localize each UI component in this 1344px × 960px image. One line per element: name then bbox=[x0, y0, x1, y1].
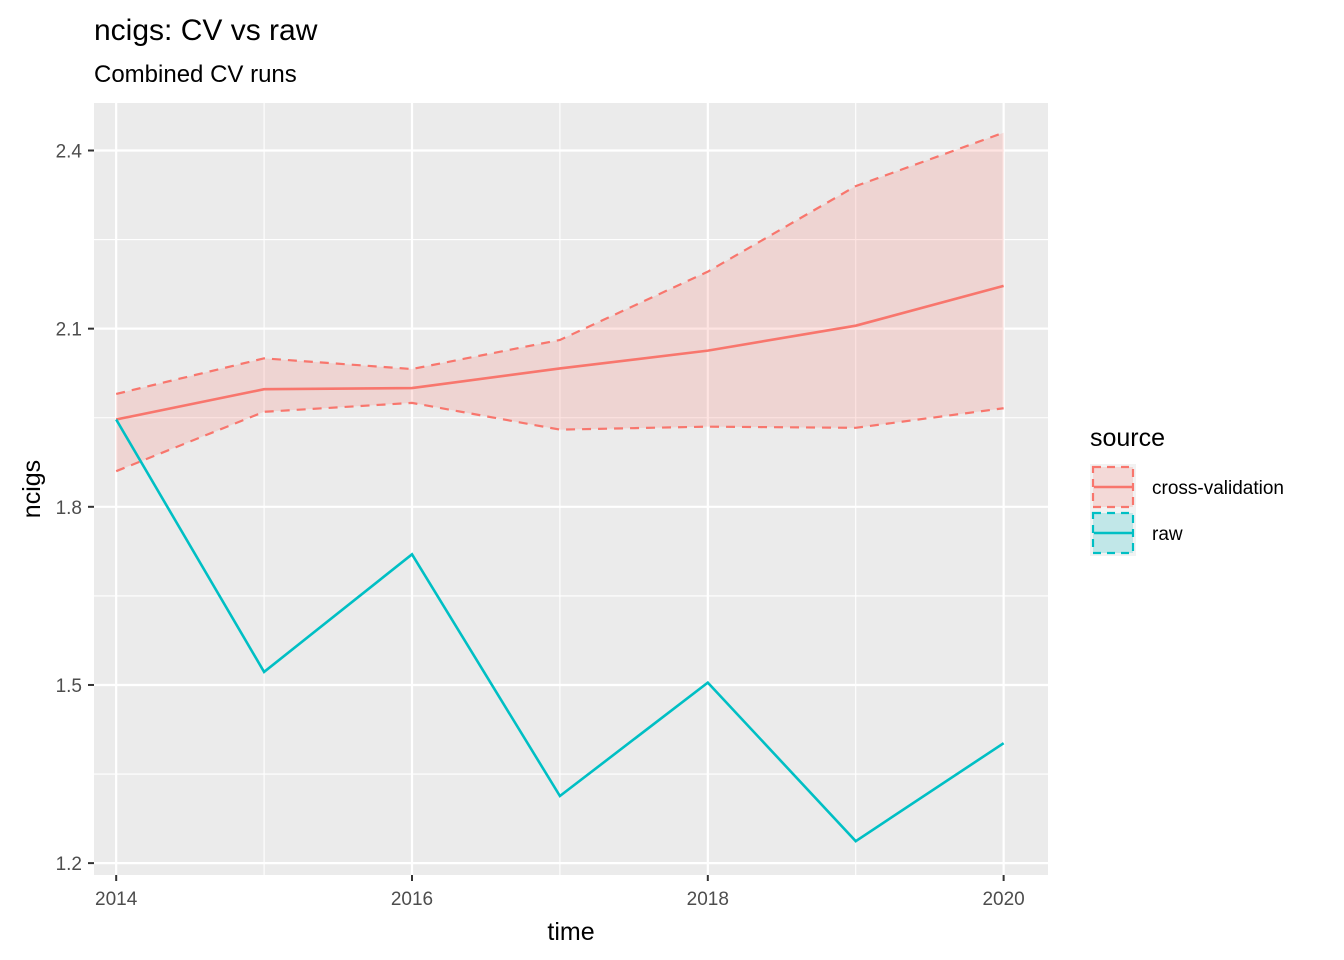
x-tick-label: 2016 bbox=[391, 889, 433, 910]
chart-title: ncigs: CV vs raw bbox=[94, 14, 318, 47]
x-tick-label: 2020 bbox=[982, 889, 1024, 910]
y-tick-label: 1.5 bbox=[56, 676, 82, 697]
x-axis-title: time bbox=[547, 918, 594, 946]
legend-item-raw: raw bbox=[1090, 510, 1183, 556]
x-tick-label: 2018 bbox=[687, 889, 729, 910]
chart-subtitle: Combined CV runs bbox=[94, 61, 297, 88]
raw-line bbox=[115, 418, 1005, 843]
y-tick-label: 1.8 bbox=[56, 498, 82, 519]
legend-title: source bbox=[1090, 424, 1165, 452]
data-marks bbox=[115, 131, 1005, 843]
legend-label: cross-validation bbox=[1152, 478, 1284, 499]
axis-ticks bbox=[88, 149, 1005, 881]
legend-label: raw bbox=[1152, 524, 1183, 545]
cross-validation-ribbon bbox=[116, 132, 1004, 472]
x-tick-labels: 2014 2016 2018 2020 bbox=[95, 889, 1025, 910]
cross-validation-line bbox=[115, 284, 1004, 421]
grid-major bbox=[94, 103, 1048, 875]
y-tick-label: 2.4 bbox=[56, 142, 83, 163]
cross-validation-upper-bound-line bbox=[115, 131, 1005, 396]
plot-panel bbox=[94, 103, 1048, 875]
y-tick-label: 2.1 bbox=[56, 320, 82, 341]
y-tick-label: 1.2 bbox=[56, 854, 82, 875]
y-axis-title: ncigs bbox=[18, 460, 46, 518]
legend-item-cross-validation: cross-validation bbox=[1090, 464, 1284, 510]
x-tick-label: 2014 bbox=[95, 889, 138, 910]
y-tick-labels: 1.2 1.5 1.8 2.1 2.4 bbox=[56, 142, 83, 876]
legend: source cross-validation raw bbox=[1090, 424, 1284, 556]
cross-validation-lower-bound-line bbox=[115, 401, 1004, 473]
grid-minor bbox=[94, 103, 1048, 875]
